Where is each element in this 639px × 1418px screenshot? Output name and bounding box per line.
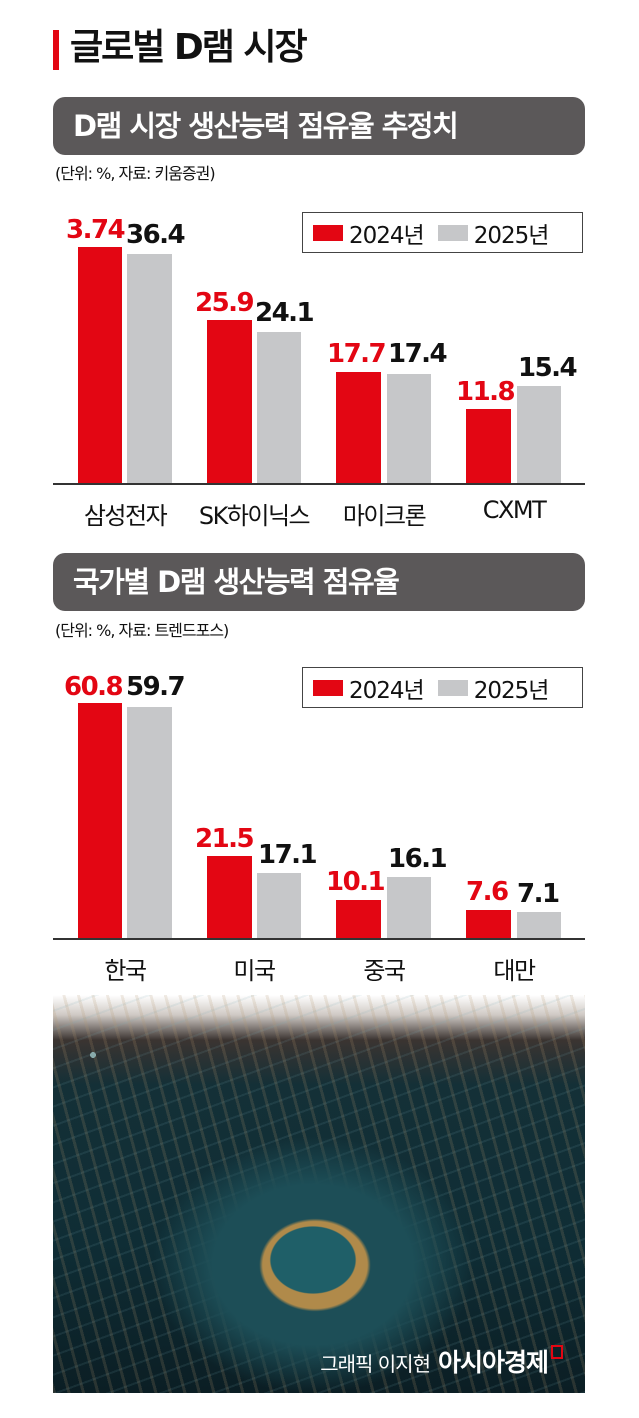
bar-2025-taiwan	[517, 912, 561, 938]
bar-2024-sk	[207, 320, 252, 483]
legend-swatch-gray	[437, 679, 468, 696]
category-label: 중국	[363, 957, 406, 985]
graphic-credit: 그래픽 이지현	[320, 1352, 431, 1376]
circuit-board-photo: 그래픽 이지현 아시아경제	[53, 995, 585, 1393]
legend-label: 2025년	[473, 677, 550, 704]
value-label: 7.1	[517, 879, 560, 909]
legend-item-2024: 2024년	[313, 671, 425, 705]
bar-2024-cxmt	[466, 409, 511, 483]
value-label: 15.4	[518, 353, 578, 383]
category-label: CXMT	[482, 496, 547, 524]
value-label: 17.4	[388, 339, 448, 369]
bar-2025-samsung	[127, 254, 172, 483]
value-label: 16.1	[388, 844, 448, 874]
chart1-source: (단위: %, 자료: 키움증권)	[55, 164, 216, 183]
bar-2025-sk	[257, 332, 301, 483]
legend-item-2025: 2025년	[437, 216, 550, 250]
chart2-title: 국가별 D램 생산능력 점유율	[53, 553, 585, 611]
bar-2024-usa	[207, 856, 252, 938]
value-label: 60.8	[64, 672, 124, 702]
value-label: 25.9	[195, 288, 255, 318]
bar-2024-china	[336, 900, 381, 938]
bar-2025-usa	[257, 873, 301, 938]
chart2-x-axis	[53, 938, 585, 940]
category-label: 한국	[104, 957, 147, 985]
legend-item-2024: 2024년	[313, 216, 425, 250]
chart2-source: (단위: %, 자료: 트렌드포스)	[55, 621, 229, 640]
legend-label: 2024년	[349, 222, 425, 249]
value-label: 3.74	[66, 215, 126, 245]
value-label: 21.5	[195, 824, 255, 854]
page-title: 글로벌 D램 시장	[70, 27, 308, 68]
brand-mark-icon	[551, 1345, 563, 1359]
legend-swatch-red	[313, 679, 343, 696]
category-label: 마이크론	[342, 502, 427, 530]
credit: 그래픽 이지현 아시아경제	[320, 1343, 563, 1379]
chart1-legend: 2024년 2025년	[302, 212, 583, 253]
bar-2025-cxmt	[517, 386, 561, 483]
chart2-legend: 2024년 2025년	[302, 667, 583, 708]
value-label: 11.8	[456, 377, 516, 407]
legend-swatch-gray	[437, 224, 468, 241]
legend-label: 2025년	[473, 222, 550, 249]
category-label: 미국	[233, 957, 276, 985]
category-label: SK하이닉스	[198, 502, 311, 530]
category-label: 대만	[493, 957, 536, 985]
brand-logo: 아시아경제	[437, 1348, 549, 1377]
value-label: 36.4	[126, 220, 186, 250]
bar-2024-korea	[78, 703, 122, 938]
value-label: 10.1	[326, 867, 386, 897]
title-accent-bar	[53, 30, 59, 70]
bar-2024-taiwan	[466, 910, 511, 938]
value-label: 17.7	[327, 339, 387, 369]
bar-2025-china	[387, 877, 431, 938]
legend-item-2025: 2025년	[437, 671, 550, 705]
category-label: 삼성전자	[83, 502, 168, 530]
bar-2025-korea	[127, 707, 172, 938]
value-label: 7.6	[466, 877, 509, 907]
legend-label: 2024년	[349, 677, 425, 704]
bar-2024-micron	[336, 372, 381, 483]
value-label: 24.1	[255, 298, 315, 328]
bar-2024-samsung	[78, 247, 122, 483]
value-label: 17.1	[258, 840, 318, 870]
bar-2025-micron	[387, 374, 431, 483]
chart1-x-axis	[53, 483, 585, 485]
value-label: 59.7	[126, 672, 186, 702]
legend-swatch-red	[313, 224, 343, 241]
chart1-title: D램 시장 생산능력 점유율 추정치	[53, 97, 585, 155]
